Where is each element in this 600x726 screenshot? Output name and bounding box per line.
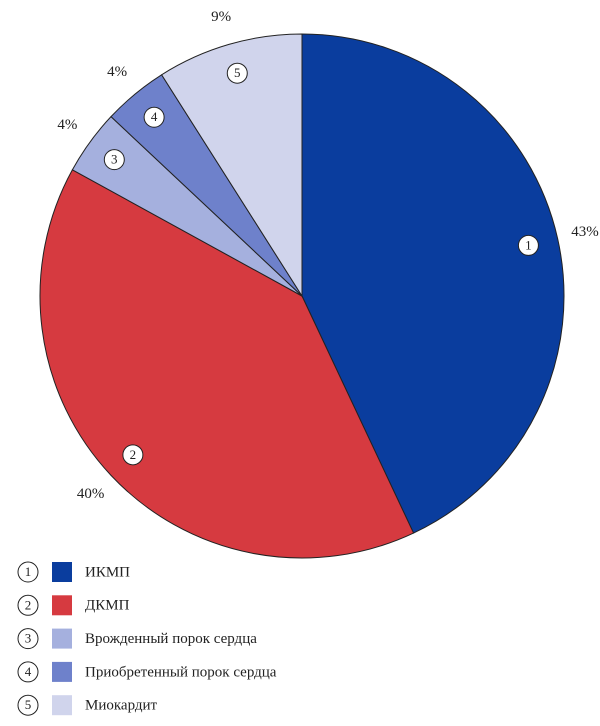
value-label: 40% (77, 486, 105, 502)
pie-slice (301, 33, 565, 534)
legend-number: 3 (25, 631, 32, 646)
legend-number-circle (17, 594, 39, 616)
slice-number: 3 (111, 152, 118, 167)
pie-slice (160, 33, 303, 298)
number-circle (103, 149, 125, 171)
legend-label: Приобретенный порок сердца (85, 664, 277, 680)
legend-label: ДКМП (85, 598, 130, 614)
value-label: 4% (107, 64, 127, 80)
legend-label: ИКМП (85, 564, 130, 580)
slice-number: 4 (151, 109, 158, 124)
legend-number-circle (17, 661, 39, 683)
legend-number: 2 (25, 597, 32, 612)
number-circle (517, 234, 539, 256)
number-circle (143, 106, 165, 128)
legend-swatch (52, 661, 72, 682)
slice-number: 1 (525, 237, 532, 252)
legend-number-circle (17, 628, 39, 650)
slice-number: 2 (130, 447, 137, 462)
value-label: 4% (57, 117, 77, 133)
number-circle (226, 62, 248, 84)
number-circle (122, 444, 144, 466)
legend-swatch (52, 595, 72, 616)
legend-swatch (52, 562, 72, 582)
legend-label: Миокардит (85, 698, 158, 714)
slice-number: 5 (234, 65, 241, 80)
legend-number: 1 (25, 564, 32, 579)
legend-number: 4 (25, 664, 32, 679)
value-label: 43% (571, 224, 599, 240)
legend-number-circle (17, 694, 39, 716)
legend-swatch (52, 628, 72, 649)
value-label: 9% (211, 9, 231, 25)
legend-number: 5 (25, 697, 32, 712)
legend-number-circle (17, 561, 39, 583)
legend-swatch (52, 695, 72, 716)
legend-label: Врожденный порок сердца (85, 631, 257, 647)
